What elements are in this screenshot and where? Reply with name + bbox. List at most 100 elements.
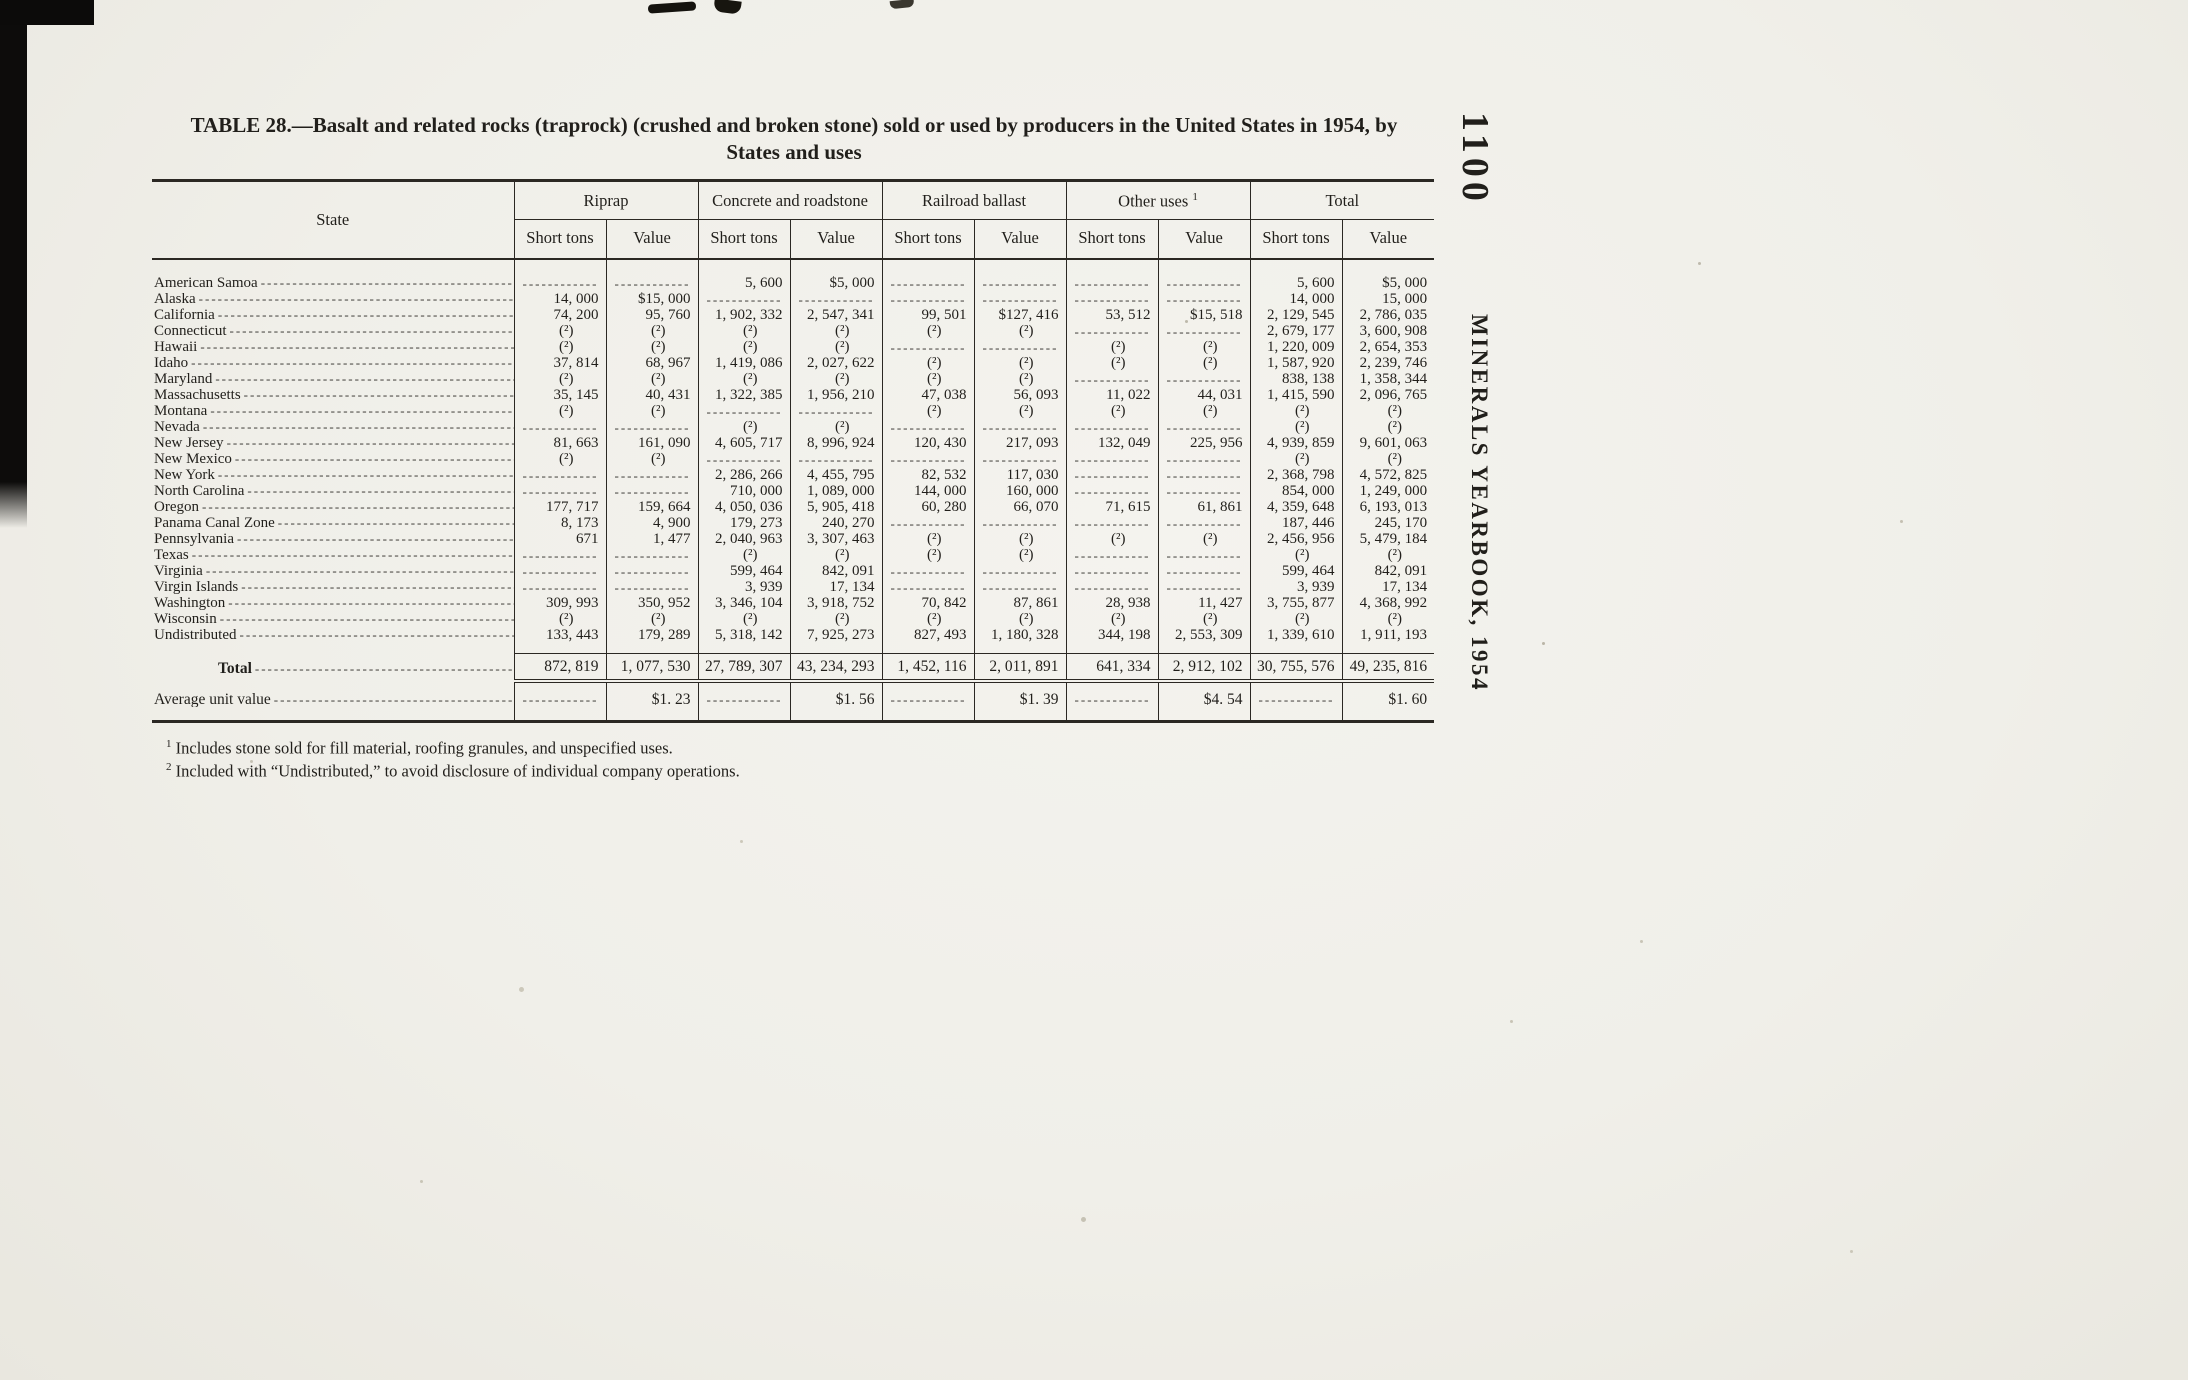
spacer-cell [789,643,883,654]
value-cell: (²) [605,371,699,388]
value-cell: ----------------------------------------… [973,451,1067,468]
value-cell: ----------------------------------------… [973,563,1067,580]
column-group-railroad-ballast: Railroad ballast [881,178,1067,221]
value-cell: 5, 479, 184 [1341,531,1435,548]
value-cell: (²) [973,323,1067,340]
value-cell: ----------------------------------------… [1065,483,1159,500]
state-cell: Nevada ----------------------------------… [154,419,514,436]
value-cell: 43, 234, 293 [789,652,883,683]
value-cell: 160, 000 [973,483,1067,500]
value-cell: 838, 138 [1249,371,1343,388]
value-cell: 40, 431 [605,387,699,404]
header-sub-row: Short tons Value Short tons Value Short … [152,219,1435,261]
table-row: Panama Canal Zone -----------------------… [152,515,1435,532]
value-cell: ----------------------------------------… [1157,259,1251,292]
scan-mark [713,0,742,15]
scan-mark [647,1,697,14]
value-cell: 2, 912, 102 [1157,652,1251,683]
value-cell: ----------------------------------------… [513,547,606,564]
value-cell: ----------------------------------------… [513,680,606,723]
value-cell: (²) [1249,547,1343,564]
group-label: Total [1325,191,1360,210]
value-cell: 2, 129, 545 [1249,307,1343,324]
column-group-concrete-and-roadstone: Concrete and roadstone [697,178,883,221]
table-row: Idaho -----------------------------------… [152,355,1435,372]
value-cell: 1, 180, 328 [973,627,1067,644]
value-cell: 2, 027, 622 [789,355,883,372]
value-cell: (²) [973,355,1067,372]
value-cell: 4, 572, 825 [1341,467,1435,484]
value-cell: 161, 090 [605,435,699,452]
value-cell: 4, 900 [605,515,699,532]
value-cell: (²) [605,323,699,340]
footnote-ref-1: 1 [1192,190,1198,203]
value-cell: (²) [1065,611,1159,628]
value-cell: ----------------------------------------… [1065,451,1159,468]
value-cell: 187, 446 [1249,515,1343,532]
table-row: New Jersey ------------------------------… [152,435,1435,452]
data-table: State Riprap Concrete and roadstone Rail… [152,178,1435,723]
value-cell: 1, 452, 116 [881,652,975,683]
value-cell: (²) [1249,451,1343,468]
average-label-cell: Average unit value ----------------------… [152,680,514,723]
value-cell: 2, 679, 177 [1249,323,1343,340]
value-cell: $1. 56 [789,680,883,723]
state-cell: Montana ---------------------------------… [154,403,514,420]
column-header-value: Value [605,219,699,261]
group-label: Other uses [1118,191,1193,211]
value-cell: 28, 938 [1065,595,1159,612]
value-cell: 49, 235, 816 [1341,652,1435,683]
value-cell: ----------------------------------------… [789,451,883,468]
value-cell: ----------------------------------------… [789,291,883,308]
value-cell: $1. 39 [973,680,1067,723]
value-cell: 2, 040, 963 [697,531,791,548]
table-row: California ------------------------------… [152,307,1435,324]
group-label: Railroad ballast [922,191,1027,210]
value-cell: 1, 419, 086 [697,355,791,372]
value-cell: (²) [697,547,791,564]
footnote-text: Includes stone sold for fill material, r… [171,738,673,758]
value-cell: ----------------------------------------… [881,563,975,580]
table-row: Texas -----------------------------------… [152,547,1435,564]
value-cell: (²) [789,419,883,436]
value-cell: 37, 814 [513,355,606,372]
spacer-cell [1249,643,1343,654]
value-cell: (²) [697,323,791,340]
value-cell: 1, 911, 193 [1341,627,1435,644]
value-cell: (²) [1341,547,1435,564]
table-title: TABLE 28.—Basalt and related rocks (trap… [152,112,1436,166]
scan-corner-artifact [0,0,94,25]
value-cell: ----------------------------------------… [605,579,699,596]
value-cell: ----------------------------------------… [1157,323,1251,340]
value-cell: 2, 286, 266 [697,467,791,484]
value-cell: ----------------------------------------… [1065,323,1159,340]
value-cell: 854, 000 [1249,483,1343,500]
state-cell: Undistributed ---------------------------… [154,627,514,644]
spacer-cell [152,643,514,653]
value-cell: ----------------------------------------… [1249,680,1343,723]
value-cell: (²) [1157,355,1251,372]
table-row: Maryland --------------------------------… [152,371,1435,388]
value-cell: ----------------------------------------… [1157,483,1251,500]
value-cell: ----------------------------------------… [1157,515,1251,532]
value-cell: (²) [513,451,606,468]
value-cell: 1, 249, 000 [1341,483,1435,500]
value-cell: (²) [513,323,606,340]
value-cell: 1, 358, 344 [1341,371,1435,388]
state-cell: Wisconsin -------------------------------… [154,611,514,628]
value-cell: 14, 000 [513,291,606,308]
value-cell: 5, 905, 418 [789,499,883,516]
value-cell: ----------------------------------------… [1157,563,1251,580]
value-cell: ----------------------------------------… [1065,419,1159,436]
footnotes: 1 Includes stone sold for fill material,… [152,737,1436,783]
value-cell: ----------------------------------------… [513,467,606,484]
value-cell: 710, 000 [697,483,791,500]
value-cell: ----------------------------------------… [881,515,975,532]
value-cell: 2, 654, 353 [1341,339,1435,356]
state-cell: American Samoa --------------------------… [154,275,514,292]
value-cell: 120, 430 [881,435,975,452]
value-cell: ----------------------------------------… [513,579,606,596]
value-cell: ----------------------------------------… [1065,371,1159,388]
value-cell: (²) [1157,531,1251,548]
table-row: Wisconsin -------------------------------… [152,611,1435,628]
